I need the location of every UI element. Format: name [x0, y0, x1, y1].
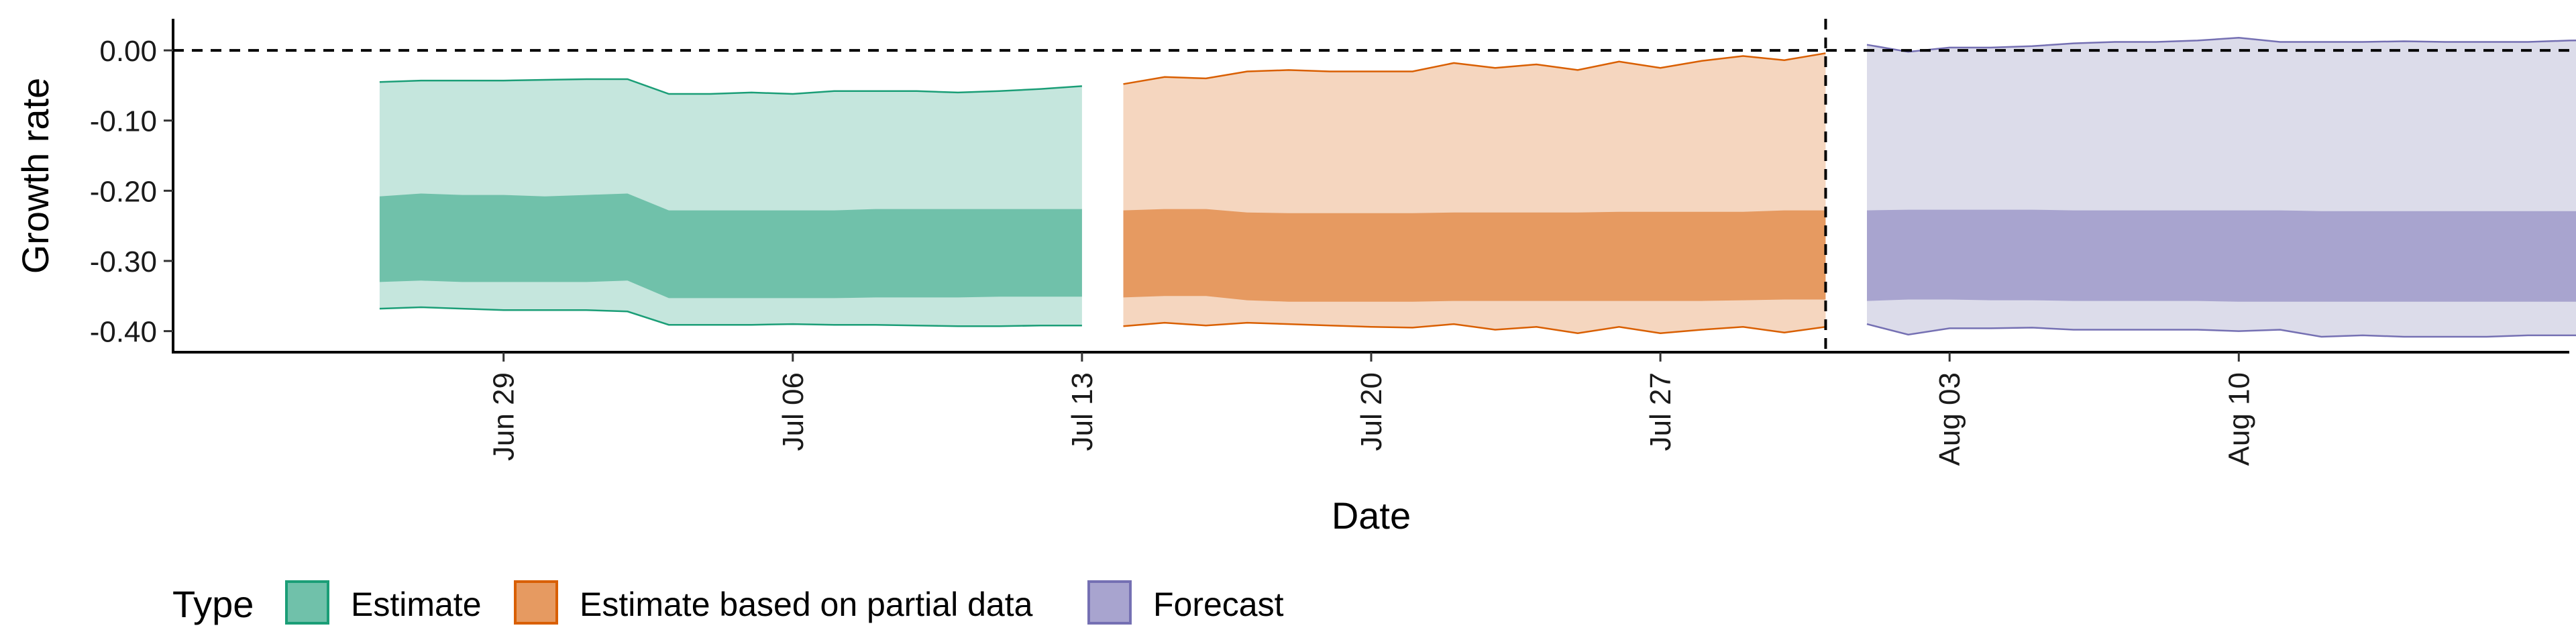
x-tick-label: Aug 03 — [1933, 372, 1966, 466]
y-tick-label: 0.00 — [99, 35, 157, 68]
legend-label-1: Estimate — [351, 586, 482, 623]
series-1-upper-edge — [379, 78, 1082, 95]
series-3-inner-band — [1867, 209, 2576, 302]
y-tick-label: -0.40 — [90, 316, 157, 349]
ribbon-layer — [379, 37, 2576, 338]
x-tick-label: Jul 06 — [777, 372, 810, 451]
legend-label-2: Estimate based on partial data — [580, 586, 1033, 623]
legend-key-2 — [514, 580, 558, 625]
axes: 0.00 -0.10 -0.20 -0.30 -0.40 Jun 29 Jul 06 Jul … — [90, 19, 2569, 466]
x-tick-label: Jun 29 — [488, 372, 521, 461]
series-3-upper-edge — [1866, 37, 2576, 53]
y-tick-label: -0.10 — [90, 105, 157, 138]
x-tick-label: Jul 20 — [1355, 372, 1388, 451]
series-2-upper-edge — [1123, 52, 1826, 85]
series-2-inner-band — [1123, 209, 1826, 302]
x-tick-label: Jul 27 — [1644, 372, 1677, 451]
series-1-inner-band — [379, 193, 1082, 299]
series-1-lower-edge — [379, 306, 1082, 327]
series-3-lower-edge — [1866, 323, 2576, 338]
x-axis-title: Date — [1332, 494, 1411, 537]
legend-title: Type — [172, 583, 254, 625]
y-tick-label: -0.30 — [90, 246, 157, 278]
reference-lines — [173, 19, 2569, 352]
legend-key-1 — [285, 580, 329, 625]
legend-key-3 — [1087, 580, 1132, 625]
x-tick-label: Jul 13 — [1066, 372, 1099, 451]
series-2-lower-edge — [1123, 321, 1826, 334]
legend-label-3: Forecast — [1153, 586, 1284, 623]
y-axis-title: Growth rate — [14, 78, 56, 274]
legend: Type Estimate Estimate based on partial d… — [172, 580, 1284, 625]
y-tick-label: -0.20 — [90, 175, 157, 208]
x-tick-label: Aug 10 — [2222, 372, 2255, 466]
